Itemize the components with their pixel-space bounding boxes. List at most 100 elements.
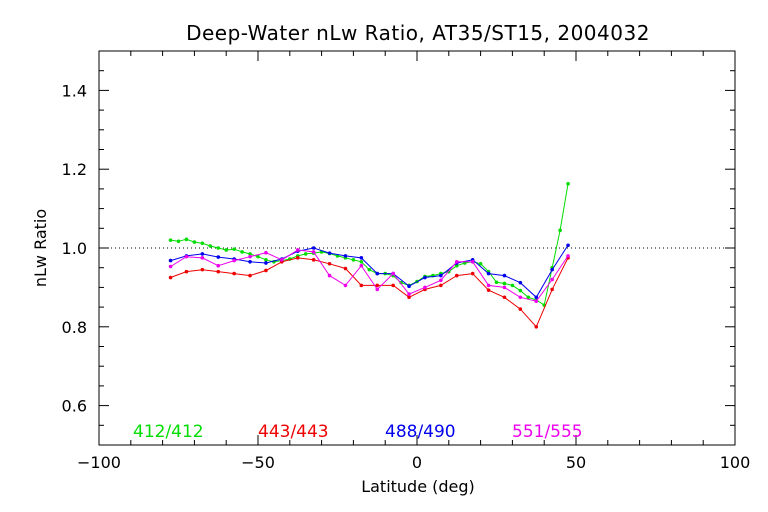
data-point	[256, 254, 260, 259]
y-tick-label: 0.8	[62, 318, 87, 337]
legend-label: 488/490	[385, 422, 456, 442]
y-tick-label: 1.2	[62, 160, 87, 179]
data-point	[423, 285, 427, 290]
data-point	[534, 295, 539, 300]
data-point	[224, 248, 228, 252]
data-point	[248, 254, 252, 259]
data-point	[168, 258, 173, 263]
data-point	[264, 250, 268, 255]
data-point	[518, 288, 523, 293]
data-point	[439, 283, 443, 288]
data-point	[264, 258, 268, 262]
data-point	[232, 258, 236, 263]
data-point	[550, 267, 554, 272]
data-point	[439, 273, 443, 278]
data-point	[518, 280, 523, 285]
data-point	[407, 292, 411, 296]
data-point	[351, 258, 356, 262]
y-tick-label: 0.6	[62, 397, 87, 416]
data-point	[184, 269, 189, 274]
series-line	[170, 183, 569, 306]
data-point	[407, 295, 411, 300]
data-point	[248, 273, 252, 278]
data-point	[359, 283, 364, 288]
data-point	[232, 247, 236, 251]
series-line	[170, 257, 569, 328]
data-point	[534, 325, 539, 329]
data-point	[391, 283, 395, 288]
data-point	[240, 250, 244, 254]
data-point	[470, 271, 475, 276]
data-point	[558, 228, 562, 233]
series-551-555	[168, 248, 570, 303]
data-point	[367, 267, 372, 272]
data-point	[343, 254, 348, 258]
data-point	[232, 271, 236, 276]
data-point	[518, 307, 523, 311]
data-point	[168, 238, 173, 242]
legend-label: 443/443	[258, 422, 329, 442]
legend: 412/412 443/443 488/490 551/555	[133, 422, 583, 442]
data-point	[216, 269, 221, 274]
data-point	[200, 241, 205, 246]
data-point	[375, 271, 380, 276]
data-point	[510, 283, 515, 288]
data-point	[454, 273, 459, 278]
data-point	[375, 287, 380, 292]
data-point	[502, 273, 507, 278]
data-point	[216, 255, 221, 259]
data-point	[391, 271, 395, 276]
data-point	[343, 266, 348, 271]
series-443-443	[168, 256, 570, 329]
data-point	[478, 261, 483, 266]
series-layer	[168, 181, 570, 329]
data-point	[494, 280, 499, 285]
data-point	[311, 250, 316, 254]
chart-title: Deep-Water nLw Ratio, AT35/ST15, 2004032	[186, 21, 650, 45]
data-point	[359, 256, 364, 260]
data-point	[399, 280, 403, 285]
data-point	[248, 252, 252, 256]
data-point	[550, 277, 554, 282]
data-point	[192, 240, 197, 244]
data-point	[280, 258, 284, 262]
data-point	[200, 252, 205, 256]
data-point	[526, 295, 531, 300]
data-point	[327, 273, 332, 278]
y-tick-label: 1.4	[62, 81, 87, 100]
data-point	[264, 268, 268, 273]
data-point	[566, 254, 570, 258]
data-point	[311, 258, 316, 262]
data-point	[295, 248, 300, 252]
x-tick-label: 100	[720, 453, 751, 472]
data-point	[439, 278, 443, 283]
data-point	[407, 284, 411, 289]
data-point	[470, 259, 475, 264]
data-point	[264, 261, 268, 265]
x-tick-label: 50	[566, 453, 586, 472]
data-point	[454, 263, 459, 268]
data-point	[327, 251, 332, 255]
data-point	[216, 246, 221, 250]
data-point	[502, 295, 507, 300]
data-point	[423, 275, 427, 280]
data-point	[486, 288, 491, 292]
data-point	[184, 237, 189, 242]
x-tick-label: −100	[77, 453, 121, 472]
data-point	[295, 256, 300, 260]
data-point	[375, 283, 380, 288]
data-point	[327, 261, 332, 266]
legend-label: 551/555	[512, 422, 583, 442]
data-point	[184, 254, 189, 259]
tick-labels: −100 −50 0 50 100 0.6 0.8 1.0 1.2 1.4	[62, 81, 751, 472]
data-point	[311, 246, 316, 250]
x-axis-title: Latitude (deg)	[361, 477, 475, 496]
data-point	[200, 267, 205, 272]
data-point	[359, 263, 364, 268]
x-tick-label: 0	[412, 453, 422, 472]
data-point	[359, 259, 364, 264]
data-point	[216, 263, 221, 268]
data-point	[168, 264, 173, 269]
y-axis-title: nLw Ratio	[31, 209, 50, 287]
